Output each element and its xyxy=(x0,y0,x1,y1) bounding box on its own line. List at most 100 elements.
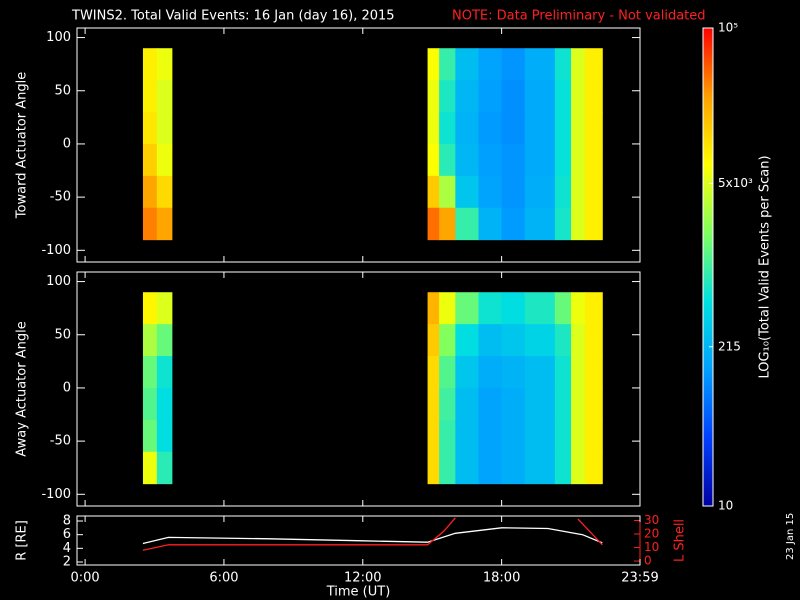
heatmap-cell xyxy=(156,80,173,113)
heatmap-cell xyxy=(524,207,556,241)
y-axis-label: Away Actuator Angle xyxy=(15,321,30,456)
heatmap-cell xyxy=(554,324,572,357)
y-tick-label: 50 xyxy=(54,83,71,98)
heatmap-cell xyxy=(571,80,586,113)
x-tick-label: 6:00 xyxy=(209,571,238,586)
heatmap-cell xyxy=(554,292,572,325)
heatmap-cell xyxy=(524,143,556,177)
heatmap-cell xyxy=(427,324,440,357)
heatmap-cell xyxy=(156,175,173,209)
heatmap-cell xyxy=(524,324,556,357)
heatmap-cell xyxy=(478,48,503,81)
heatmap-cell xyxy=(427,48,440,81)
heatmap-cell xyxy=(554,143,572,177)
heatmap-cell xyxy=(455,292,479,325)
plot-frame xyxy=(76,27,641,263)
y-tick-label: 50 xyxy=(54,327,71,342)
heatmap-cell xyxy=(571,387,586,421)
heatmap-cell xyxy=(584,387,603,421)
heatmap-cell xyxy=(156,48,173,81)
heatmap-cell xyxy=(584,207,603,241)
heatmap-cell xyxy=(554,48,572,81)
heatmap-cell xyxy=(524,80,556,113)
heatmap-cell xyxy=(478,292,503,325)
heatmap-cell xyxy=(439,48,456,81)
heatmap-cell xyxy=(156,207,173,241)
heatmap-cell xyxy=(554,356,572,389)
heatmap-cell xyxy=(156,324,173,357)
y-axis-label: R [RE] xyxy=(15,520,30,561)
x-tick-label: 0:00 xyxy=(70,571,99,586)
heatmap-cell xyxy=(439,387,456,421)
heatmap-cell xyxy=(439,292,456,325)
x-tick-label: 23:59 xyxy=(621,571,658,586)
x-tick-label: 12:00 xyxy=(344,571,381,586)
heatmap-cell xyxy=(501,387,526,421)
y-tick-label: -100 xyxy=(41,487,71,502)
heatmap-cell xyxy=(427,175,440,209)
heatmap-cell xyxy=(554,207,572,241)
series-line xyxy=(142,527,603,545)
heatmap-cell xyxy=(584,292,603,325)
heatmap-cell xyxy=(455,451,479,485)
y-tick-label: -50 xyxy=(50,434,71,449)
heatmap-cell xyxy=(584,419,603,453)
heatmap-cell xyxy=(142,80,158,113)
heatmap-cell xyxy=(455,419,479,453)
y-tick-label: 0 xyxy=(63,136,71,151)
y-tick-label: 4 xyxy=(63,541,71,556)
colorbar-tick-label: 10 xyxy=(718,499,733,513)
heatmap-cell xyxy=(501,207,526,241)
heatmap-cell xyxy=(584,112,603,145)
y2-tick-label: 30 xyxy=(644,513,659,527)
note: NOTE: Data Preliminary - Not validated xyxy=(452,9,706,24)
heatmap-cell xyxy=(554,80,572,113)
heatmap-cell xyxy=(571,48,586,81)
heatmap-cell xyxy=(501,175,526,209)
heatmap-cell xyxy=(524,419,556,453)
colorbar xyxy=(702,27,714,507)
heatmap-cell xyxy=(439,324,456,357)
heatmap-cell xyxy=(571,112,586,145)
y-tick-label: -100 xyxy=(41,243,71,258)
heatmap-cell xyxy=(524,451,556,485)
heatmap-cell xyxy=(501,48,526,81)
heatmap-cell xyxy=(439,419,456,453)
heatmap-cell xyxy=(584,175,603,209)
heatmap-cell xyxy=(584,451,603,485)
heatmap-cell xyxy=(439,112,456,145)
heatmap-cell xyxy=(478,324,503,357)
stamp: 23 Jan 15 xyxy=(785,513,796,560)
heatmap-cell xyxy=(571,324,586,357)
heatmap-cell xyxy=(156,292,173,325)
heatmap-cell xyxy=(478,387,503,421)
heatmap-cell xyxy=(501,324,526,357)
heatmap-cell xyxy=(571,356,586,389)
heatmap-cell xyxy=(478,451,503,485)
heatmap-cell xyxy=(524,387,556,421)
heatmap-cell xyxy=(427,387,440,421)
colorbar-tick-label: 215 xyxy=(718,339,741,353)
title: TWINS2. Total Valid Events: 16 Jan (day … xyxy=(71,9,395,24)
heatmap-cell xyxy=(478,207,503,241)
heatmap-cell xyxy=(142,292,158,325)
heatmap-cell xyxy=(501,143,526,177)
heatmap-cell xyxy=(554,112,572,145)
y2-tick-label: 10 xyxy=(644,540,659,554)
y-tick-label: 100 xyxy=(46,30,71,45)
heatmap-cell xyxy=(554,419,572,453)
y-axis-label: Toward Actuator Angle xyxy=(15,72,30,219)
heatmap-cell xyxy=(455,324,479,357)
heatmap-cell xyxy=(156,451,173,485)
heatmap-cell xyxy=(571,419,586,453)
heatmap-cell xyxy=(427,356,440,389)
heatmap-cell xyxy=(524,292,556,325)
heatmap-cell xyxy=(501,451,526,485)
heatmap-cell xyxy=(156,419,173,453)
heatmap-cell xyxy=(584,80,603,113)
heatmap-cell xyxy=(439,80,456,113)
heatmap-cell xyxy=(142,387,158,421)
heatmap-cell xyxy=(478,175,503,209)
heatmap-cell xyxy=(584,356,603,389)
